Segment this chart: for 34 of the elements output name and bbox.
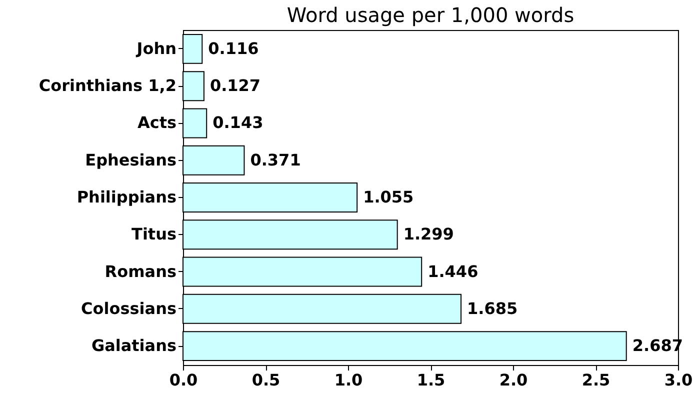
data-label: 0.116 [208,38,259,58]
bar [182,108,208,138]
bar [182,331,627,362]
bar [182,220,398,250]
bar [182,145,245,176]
y-tick-label: Titus [132,224,176,244]
y-tick-label: Galatians [91,336,176,356]
y-tick-label: John [136,38,176,58]
x-tick-label: 1.0 [334,370,363,390]
bar [182,182,358,212]
data-label: 0.143 [212,113,264,132]
x-tick-label: 3.0 [664,370,693,390]
bar [182,34,203,64]
y-tick-label: Colossians [81,298,176,318]
x-tick-label: 0.0 [169,370,198,390]
x-tick-label: 1.5 [416,370,446,390]
data-label: 1.055 [363,188,414,206]
data-label: 0.371 [250,150,301,170]
data-label: 1.446 [428,262,478,281]
y-tick-label: Philippians [76,188,176,206]
data-label: 1.685 [467,298,518,318]
y-tick-label: Ephesians [85,150,176,170]
y-tick-label: Acts [137,113,176,132]
bar [182,71,204,102]
x-tick-label: 2.0 [499,370,528,390]
data-label: 1.299 [403,224,454,244]
data-label: 0.127 [210,76,261,96]
chart-title: Word usage per 1,000 words [286,3,574,27]
x-tick-label: 2.5 [582,370,610,390]
bar [182,256,422,287]
y-tick-label: Corinthians 1,2 [38,76,176,96]
y-tick-label: Romans [104,262,176,281]
x-tick-label: 0.5 [252,370,280,390]
bar [182,294,462,324]
